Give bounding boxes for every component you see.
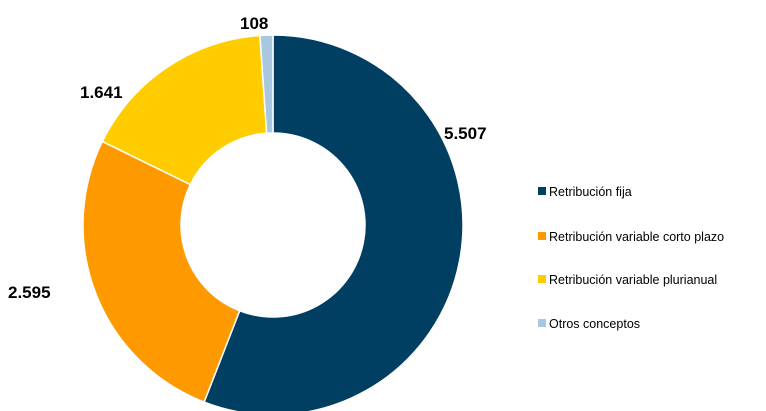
data-label-retribucion-variable-corto-plazo: 2.595 bbox=[8, 283, 51, 302]
legend-swatch-otros-conceptos bbox=[538, 319, 546, 327]
legend: Retribución fija Retribución variable co… bbox=[538, 185, 724, 331]
legend-item-retribucion-fija: Retribución fija bbox=[538, 185, 632, 199]
data-label-retribucion-variable-plurianual: 1.641 bbox=[80, 83, 123, 102]
legend-swatch-retribucion-fija bbox=[538, 187, 546, 195]
data-label-otros-conceptos: 108 bbox=[240, 14, 268, 33]
slice-retribucion-fija bbox=[203, 34, 464, 411]
donut-slices bbox=[82, 34, 464, 411]
legend-label-otros-conceptos: Otros conceptos bbox=[549, 317, 640, 331]
legend-label-retribucion-fija: Retribución fija bbox=[549, 185, 632, 199]
slice-retribucion-variable-plurianual bbox=[101, 34, 268, 186]
legend-swatch-retribucion-variable-corto-plazo bbox=[538, 232, 546, 240]
legend-label-retribucion-variable-plurianual: Retribución variable plurianual bbox=[549, 273, 717, 287]
legend-label-retribucion-variable-corto-plazo: Retribución variable corto plazo bbox=[549, 230, 724, 244]
data-label-retribucion-fija: 5.507 bbox=[444, 124, 487, 143]
legend-item-otros-conceptos: Otros conceptos bbox=[538, 317, 640, 331]
legend-item-retribucion-variable-plurianual: Retribución variable plurianual bbox=[538, 273, 717, 287]
legend-item-retribucion-variable-corto-plazo: Retribución variable corto plazo bbox=[538, 230, 724, 244]
slice-retribucion-variable-corto-plazo bbox=[82, 140, 241, 404]
legend-swatch-retribucion-variable-plurianual bbox=[538, 275, 546, 283]
data-labels: 5.507 2.595 1.641 108 bbox=[8, 14, 487, 302]
slice-otros-conceptos bbox=[259, 34, 274, 135]
